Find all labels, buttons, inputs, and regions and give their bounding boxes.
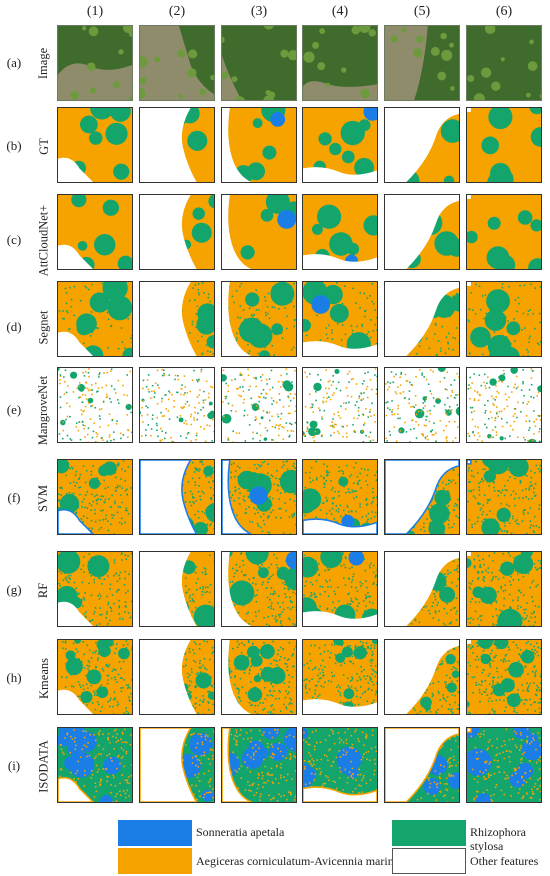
classification-map-cell	[302, 639, 378, 715]
classification-map-cell	[466, 194, 542, 270]
classification-map-cell	[384, 367, 460, 443]
row-letter-i: (i)	[7, 758, 21, 773]
row-letter-d: (d)	[6, 319, 22, 334]
aerial-image-cell	[302, 25, 378, 101]
classification-map-cell	[57, 551, 133, 627]
classification-map-cell	[384, 281, 460, 357]
classification-map-cell	[466, 281, 542, 357]
classification-map-cell	[139, 107, 215, 183]
row-name-a: Image	[36, 47, 51, 79]
classification-map-cell	[302, 367, 378, 443]
classification-map-cell	[466, 367, 542, 443]
classification-map-cell	[302, 459, 378, 535]
classification-map-cell	[302, 281, 378, 357]
column-header-5: (5)	[413, 4, 431, 19]
row-letter-e: (e)	[6, 402, 22, 417]
classification-map-cell	[466, 551, 542, 627]
classification-map-cell	[221, 107, 297, 183]
classification-map-cell	[384, 459, 460, 535]
row-letter-g: (g)	[6, 582, 22, 597]
classification-map-cell	[384, 727, 460, 803]
classification-map-cell	[57, 459, 133, 535]
aerial-image-cell	[139, 25, 215, 101]
row-name-c: AttCloudNet+	[36, 204, 51, 276]
classification-map-cell	[221, 281, 297, 357]
aerial-image-cell	[384, 25, 460, 101]
legend-swatch-other	[392, 848, 466, 874]
column-header-1: (1)	[86, 4, 104, 19]
legend-label-rhizophora: Rhizophora stylosa	[470, 825, 526, 853]
classification-map-cell	[57, 194, 133, 270]
aerial-image-cell	[221, 25, 297, 101]
legend-swatch-rhizophora	[392, 820, 466, 846]
legend-label-sonneratia: Sonneratia apetala	[196, 825, 285, 839]
classification-map-cell	[139, 194, 215, 270]
row-name-i: ISODATA	[36, 739, 51, 793]
row-name-e: MangroveNet	[36, 375, 51, 445]
classification-map-cell	[384, 551, 460, 627]
classification-map-cell	[466, 639, 542, 715]
row-name-f: SVM	[36, 484, 51, 512]
classification-map-cell	[302, 727, 378, 803]
row-name-h: Kmeans	[36, 657, 51, 699]
legend-label-aegiceras: Aegiceras corniculatum-Avicennia marina	[196, 854, 400, 868]
column-header-2: (2)	[168, 4, 186, 19]
classification-map-cell	[139, 367, 215, 443]
classification-map-cell	[384, 639, 460, 715]
classification-map-cell	[57, 107, 133, 183]
row-letter-f: (f)	[7, 490, 21, 505]
classification-map-cell	[302, 551, 378, 627]
row-name-g: RF	[36, 582, 51, 598]
row-name-d: Segnet	[36, 309, 51, 345]
legend-swatch-sonneratia	[118, 820, 192, 846]
classification-map-cell	[139, 639, 215, 715]
classification-map-cell	[302, 107, 378, 183]
legend-swatch-aegiceras	[118, 848, 192, 874]
classification-map-cell	[139, 551, 215, 627]
legend-label-other: Other features	[470, 854, 539, 868]
classification-map-cell	[221, 367, 297, 443]
classification-map-cell	[57, 727, 133, 803]
row-name-b: GT	[36, 137, 51, 155]
classification-map-cell	[466, 107, 542, 183]
classification-map-cell	[466, 727, 542, 803]
classification-map-cell	[57, 281, 133, 357]
classification-map-cell	[221, 194, 297, 270]
classification-map-cell	[57, 367, 133, 443]
row-letter-c: (c)	[6, 232, 22, 247]
row-letter-a: (a)	[6, 55, 22, 70]
aerial-image-cell	[466, 25, 542, 101]
classification-map-cell	[384, 194, 460, 270]
classification-map-cell	[221, 727, 297, 803]
column-header-3: (3)	[250, 4, 268, 19]
classification-map-cell	[139, 727, 215, 803]
classification-map-cell	[139, 459, 215, 535]
row-letter-b: (b)	[6, 138, 22, 153]
classification-map-cell	[384, 107, 460, 183]
classification-map-cell	[302, 194, 378, 270]
classification-map-cell	[221, 639, 297, 715]
classification-map-cell	[57, 639, 133, 715]
classification-map-cell	[221, 459, 297, 535]
column-header-6: (6)	[495, 4, 513, 19]
column-header-4: (4)	[331, 4, 349, 19]
classification-map-cell	[466, 459, 542, 535]
row-letter-h: (h)	[6, 670, 22, 685]
aerial-image-cell	[57, 25, 133, 101]
classification-map-cell	[221, 551, 297, 627]
classification-map-cell	[139, 281, 215, 357]
